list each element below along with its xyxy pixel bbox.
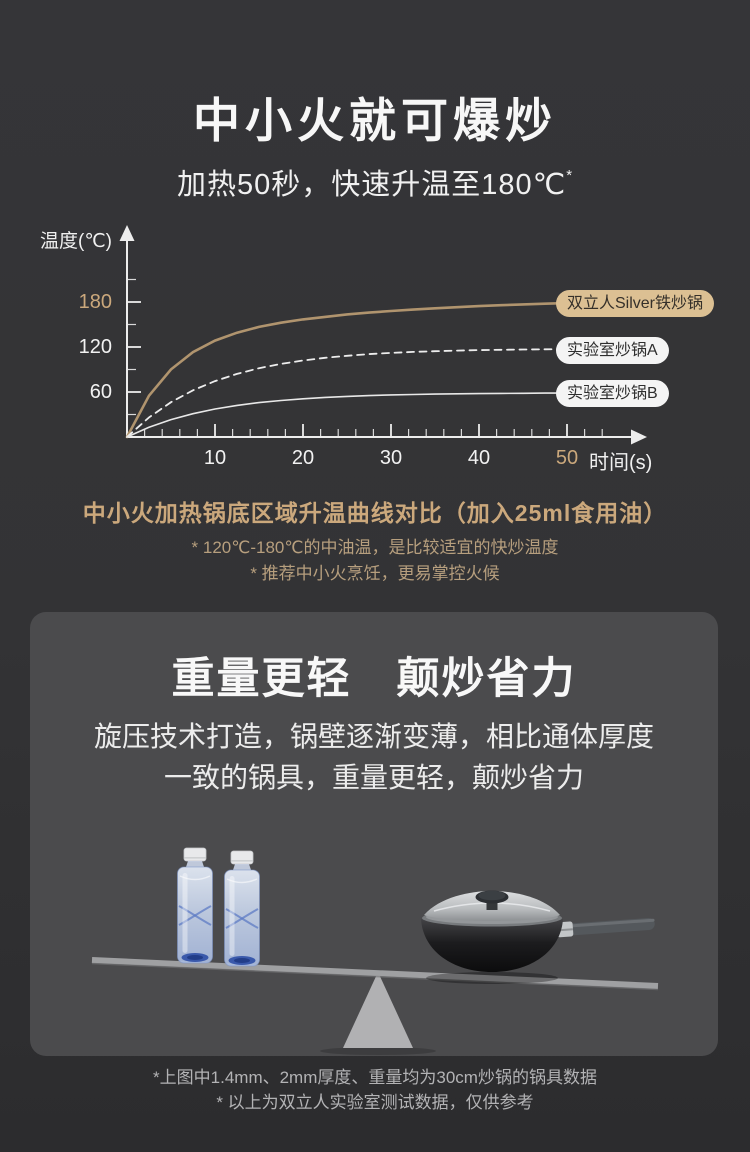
temperature-line-chart bbox=[119, 225, 647, 445]
y-tick-60: 60 bbox=[89, 381, 112, 403]
weight-card: 重量更轻 颠炒省力 旋压技术打造，锅壁逐渐变薄，相比通体厚度 一致的锅具，重量更… bbox=[30, 612, 718, 1056]
legend-lab-wok-a: 实验室炒锅A bbox=[556, 337, 669, 364]
weight-subtitle-line1: 旋压技术打造，锅壁逐渐变薄，相比通体厚度 bbox=[93, 721, 654, 752]
weight-subtitle: 旋压技术打造，锅壁逐渐变薄，相比通体厚度 一致的锅具，重量更轻，颠炒省力 bbox=[30, 716, 718, 798]
x-tick-40: 40 bbox=[467, 447, 491, 469]
wok bbox=[421, 890, 655, 984]
x-tick-50: 50 bbox=[555, 447, 579, 469]
y-tick-120: 120 bbox=[78, 336, 112, 358]
wok-handle bbox=[556, 918, 655, 938]
footer-note-2: * 以上为双立人实验室测试数据，仅供参考 bbox=[216, 1093, 534, 1112]
wok-shadow bbox=[426, 972, 558, 984]
chart-caption: 中小火加热锅底区域升温曲线对比（加入25ml食用油） bbox=[82, 500, 668, 526]
chart-footnotes: * 120℃-180℃的中油温，是比较适宜的快炒温度 * 推荐中小火烹饪，更易掌… bbox=[0, 535, 750, 587]
x-axis-label: 时间(s) bbox=[589, 452, 653, 474]
chart-footnote-1: * 120℃-180℃的中油温，是比较适宜的快炒温度 bbox=[191, 538, 559, 557]
heat-section: 中小火就可爆炒 加热50秒，快速升温至180℃* 温度(℃) 时间(s) 180… bbox=[0, 94, 750, 587]
x-tick-10: 10 bbox=[203, 447, 227, 469]
legend-lab-wok-b: 实验室炒锅B bbox=[556, 380, 669, 407]
x-tick-20: 20 bbox=[291, 447, 315, 469]
wok-bowl bbox=[421, 919, 563, 972]
weight-title: 重量更轻 颠炒省力 bbox=[171, 655, 577, 703]
fulcrum-shadow bbox=[320, 1047, 436, 1055]
chart-footnote-2: * 推荐中小火烹饪，更易掌控火候 bbox=[250, 564, 500, 583]
balance-beam bbox=[91, 957, 659, 989]
water-bottle-left bbox=[176, 847, 214, 964]
y-axis-label: 温度(℃) bbox=[40, 231, 112, 252]
footer-notes: *上图中1.4mm、2mm厚度、重量均为30cm炒锅的锅具数据 * 以上为双立人… bbox=[0, 1065, 750, 1115]
footer-note-1: *上图中1.4mm、2mm厚度、重量均为30cm炒锅的锅具数据 bbox=[153, 1068, 597, 1087]
water-bottle-right bbox=[223, 850, 261, 967]
fulcrum-triangle bbox=[343, 972, 413, 1048]
y-tick-180: 180 bbox=[78, 291, 112, 313]
legend-silver-wok: 双立人Silver铁炒锅 bbox=[556, 290, 715, 317]
subtitle-text: 加热50秒，快速升温至180℃ bbox=[176, 169, 567, 201]
subtitle-asterisk: * bbox=[566, 167, 574, 184]
weight-subtitle-line2: 一致的锅具，重量更轻，颠炒省力 bbox=[163, 762, 584, 793]
x-tick-30: 30 bbox=[379, 447, 403, 469]
section-title: 中小火就可爆炒 bbox=[193, 94, 557, 147]
wok-knob-stem bbox=[486, 899, 498, 910]
section-subtitle: 加热50秒，快速升温至180℃* bbox=[0, 161, 750, 203]
balance-illustration bbox=[91, 847, 659, 1055]
